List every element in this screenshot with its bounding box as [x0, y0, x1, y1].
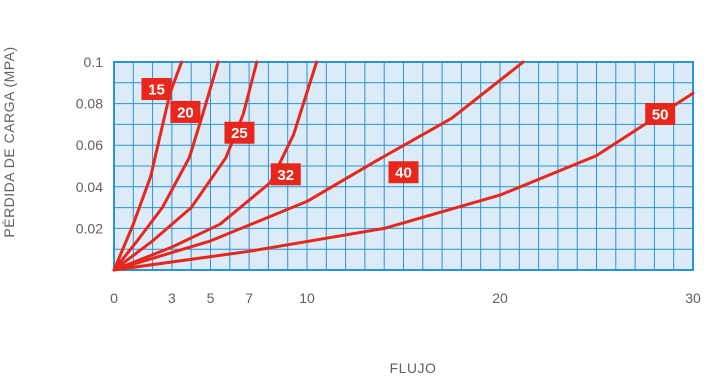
y-tick-label: 0.02 — [76, 220, 103, 236]
series-label-text: 25 — [231, 125, 248, 142]
x-tick-label: 5 — [207, 290, 215, 306]
series-label-box — [224, 121, 255, 144]
grid — [114, 62, 693, 270]
series-label-box — [270, 163, 301, 186]
series-line-25 — [112, 60, 259, 272]
series-label-text: 40 — [395, 165, 412, 182]
series-line-32 — [112, 60, 319, 272]
series-line-40 — [112, 60, 525, 272]
series-label-box — [141, 78, 172, 101]
series-label-text: 20 — [177, 104, 194, 121]
series-label-25: 25 — [224, 121, 255, 144]
series-lines — [112, 60, 695, 272]
series-label-box — [645, 103, 676, 125]
y-tick-label: 0.04 — [76, 179, 103, 195]
series-label-15: 15 — [141, 78, 172, 101]
series-line-50 — [112, 91, 695, 272]
series-label-text: 50 — [652, 107, 669, 124]
y-tick-label: 0.08 — [76, 96, 103, 112]
series-line-15 — [112, 60, 184, 272]
y-axis-ticks: 0.02 0.04 0.06 0.08 0.1 — [76, 54, 103, 236]
x-axis-title: FLUJO — [390, 360, 437, 376]
y-axis-title: PÉRDIDA DE CARGA (MPA) — [1, 46, 17, 237]
x-tick-label: 30 — [685, 290, 701, 306]
series-labels: 15 20 25 32 40 50 — [141, 78, 676, 186]
series-label-text: 32 — [277, 167, 294, 184]
x-tick-label: 10 — [299, 290, 315, 306]
x-axis-ticks: 0 3 5 7 10 20 30 — [110, 290, 701, 306]
series-label-40: 40 — [388, 161, 419, 184]
series-label-text: 15 — [148, 82, 165, 99]
series-label-20: 20 — [170, 100, 201, 123]
x-tick-label: 0 — [110, 290, 118, 306]
series-line-20 — [112, 60, 220, 272]
series-label-32: 32 — [270, 163, 301, 186]
y-tick-label: 0.06 — [76, 137, 103, 153]
y-tick-label: 0.1 — [84, 54, 104, 70]
series-label-box — [170, 100, 201, 123]
x-tick-label: 7 — [245, 290, 253, 306]
series-label-50: 50 — [645, 103, 676, 125]
series-label-box — [388, 161, 419, 184]
plot-frame — [113, 61, 694, 271]
x-tick-label: 20 — [492, 290, 508, 306]
x-tick-label: 3 — [168, 290, 176, 306]
